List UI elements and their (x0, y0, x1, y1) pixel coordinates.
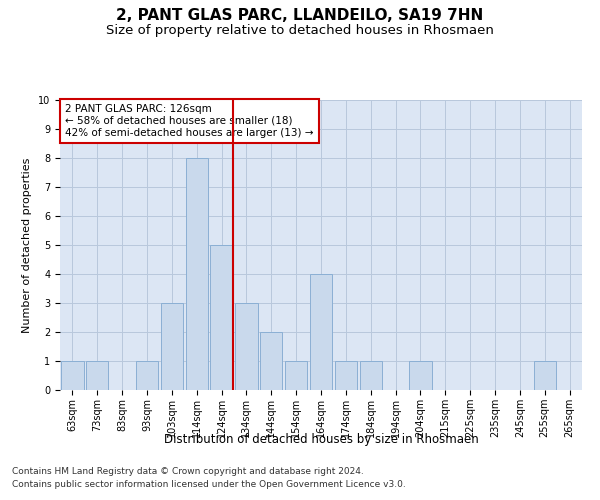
Bar (260, 332, 283, 390)
Bar (211, 245, 233, 390)
Text: 2, PANT GLAS PARC, LLANDEILO, SA19 7HN: 2, PANT GLAS PARC, LLANDEILO, SA19 7HN (116, 8, 484, 22)
Bar (359, 361, 382, 390)
Text: Distribution of detached houses by size in Rhosmaen: Distribution of detached houses by size … (164, 432, 478, 446)
Bar (235, 303, 257, 390)
Bar (533, 361, 556, 390)
Text: Contains HM Land Registry data © Crown copyright and database right 2024.: Contains HM Land Registry data © Crown c… (12, 467, 364, 476)
Bar (61, 361, 83, 390)
Text: 2 PANT GLAS PARC: 126sqm
← 58% of detached houses are smaller (18)
42% of semi-d: 2 PANT GLAS PARC: 126sqm ← 58% of detach… (65, 104, 314, 138)
Text: Size of property relative to detached houses in Rhosmaen: Size of property relative to detached ho… (106, 24, 494, 37)
Bar (161, 303, 183, 390)
Bar (310, 274, 332, 390)
Bar (409, 361, 431, 390)
Bar (335, 361, 357, 390)
Bar (185, 158, 208, 390)
Bar (86, 361, 109, 390)
Text: Contains public sector information licensed under the Open Government Licence v3: Contains public sector information licen… (12, 480, 406, 489)
Bar (136, 361, 158, 390)
Bar (285, 361, 307, 390)
Y-axis label: Number of detached properties: Number of detached properties (22, 158, 32, 332)
